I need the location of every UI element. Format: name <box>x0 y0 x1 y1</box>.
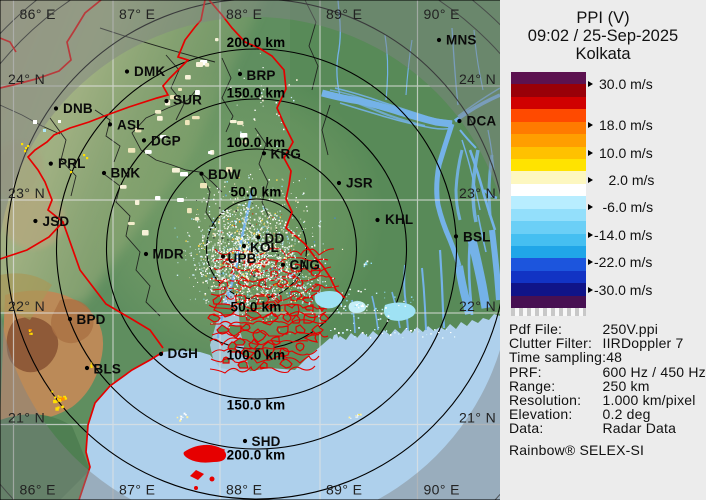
svg-text:KOL: KOL <box>250 240 279 255</box>
svg-text:BNK: BNK <box>111 166 141 181</box>
svg-text:BPD: BPD <box>77 312 106 327</box>
svg-text:22° N: 22° N <box>8 298 45 314</box>
svg-text:150.0 km: 150.0 km <box>227 398 286 413</box>
svg-text:89° E: 89° E <box>326 482 362 498</box>
svg-text:KRG: KRG <box>271 147 302 162</box>
svg-text:DMK: DMK <box>134 64 165 79</box>
svg-text:50.0 km: 50.0 km <box>231 185 282 200</box>
svg-text:UPB: UPB <box>228 251 257 266</box>
svg-text:200.0 km: 200.0 km <box>227 448 286 463</box>
svg-text:SUR: SUR <box>173 93 202 108</box>
svg-text:89° E: 89° E <box>326 6 362 22</box>
svg-text:87° E: 87° E <box>119 6 155 22</box>
svg-text:PRL: PRL <box>58 156 86 171</box>
svg-text:KHL: KHL <box>385 212 413 227</box>
svg-text:88° E: 88° E <box>226 482 262 498</box>
svg-text:DGH: DGH <box>168 346 199 361</box>
svg-text:87° E: 87° E <box>119 482 155 498</box>
svg-text:24° N: 24° N <box>459 71 496 87</box>
svg-text:DCA: DCA <box>467 114 497 129</box>
svg-text:100.0 km: 100.0 km <box>227 348 286 363</box>
svg-text:DNB: DNB <box>63 101 93 116</box>
svg-text:JSD: JSD <box>43 214 70 229</box>
svg-text:21° N: 21° N <box>8 410 45 426</box>
svg-text:BLS: BLS <box>94 362 122 377</box>
svg-text:BRP: BRP <box>247 68 276 83</box>
svg-text:200.0 km: 200.0 km <box>227 35 286 50</box>
svg-text:22° N: 22° N <box>459 298 496 314</box>
svg-text:90° E: 90° E <box>424 482 460 498</box>
svg-text:50.0 km: 50.0 km <box>231 300 282 315</box>
svg-text:DD: DD <box>265 231 285 246</box>
svg-text:88° E: 88° E <box>226 6 262 22</box>
svg-text:ASL: ASL <box>117 118 145 133</box>
svg-text:86° E: 86° E <box>20 482 56 498</box>
svg-text:MDR: MDR <box>153 247 184 262</box>
svg-text:23° N: 23° N <box>459 185 496 201</box>
svg-text:23° N: 23° N <box>8 185 45 201</box>
svg-text:90° E: 90° E <box>424 6 460 22</box>
svg-text:CNG: CNG <box>290 258 321 273</box>
svg-text:JSR: JSR <box>346 176 373 191</box>
svg-text:150.0 km: 150.0 km <box>227 86 286 101</box>
svg-text:SHD: SHD <box>252 434 281 449</box>
svg-text:24° N: 24° N <box>8 71 45 87</box>
svg-text:BDW: BDW <box>208 167 241 182</box>
svg-text:DGP: DGP <box>151 134 181 149</box>
svg-text:86° E: 86° E <box>20 6 56 22</box>
svg-text:MNS: MNS <box>446 33 477 48</box>
svg-text:21° N: 21° N <box>459 410 496 426</box>
svg-text:100.0 km: 100.0 km <box>227 135 286 150</box>
svg-text:BSL: BSL <box>463 230 491 245</box>
